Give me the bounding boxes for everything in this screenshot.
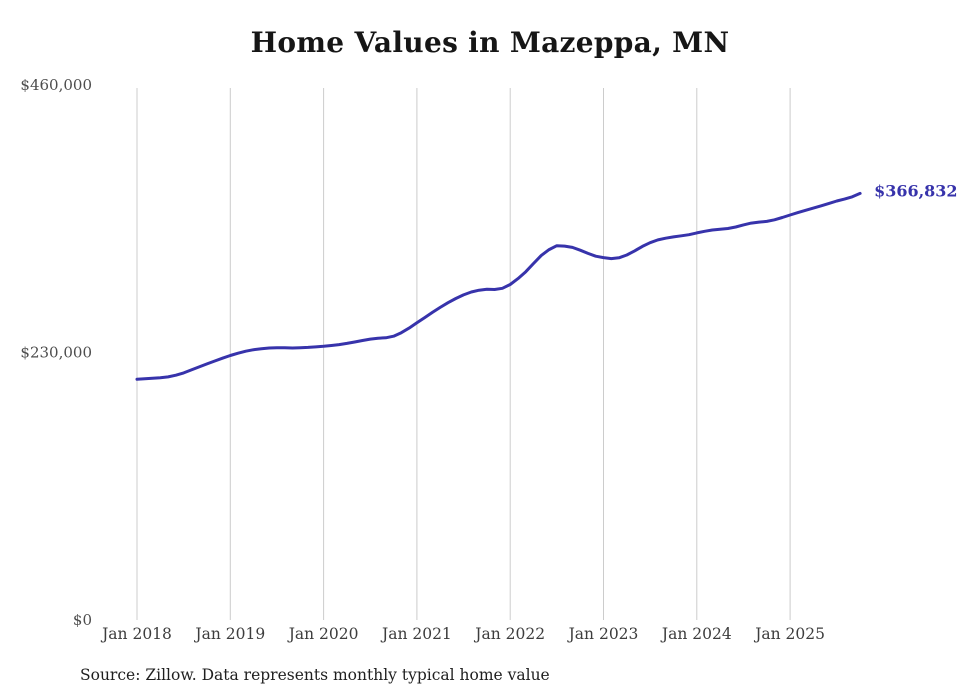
x-tick-label: Jan 2025: [753, 625, 825, 643]
x-tick-label: Jan 2019: [193, 625, 265, 643]
end-value-label: $366,832: [874, 181, 958, 200]
y-tick-label: $0: [73, 611, 92, 629]
x-tick-label: Jan 2024: [660, 625, 732, 643]
y-tick-label: $230,000: [20, 344, 92, 362]
x-tick-label: Jan 2021: [380, 625, 452, 643]
x-tick-label: Jan 2023: [567, 625, 639, 643]
y-tick-label: $460,000: [20, 76, 92, 94]
x-tick-label: Jan 2020: [287, 625, 359, 643]
source-note: Source: Zillow. Data represents monthly …: [80, 666, 550, 684]
chart-title: Home Values in Mazeppa, MN: [250, 26, 730, 59]
home-value-line: [135, 191, 862, 381]
x-tick-label: Jan 2022: [473, 625, 545, 643]
x-tick-label: Jan 2018: [100, 625, 172, 643]
